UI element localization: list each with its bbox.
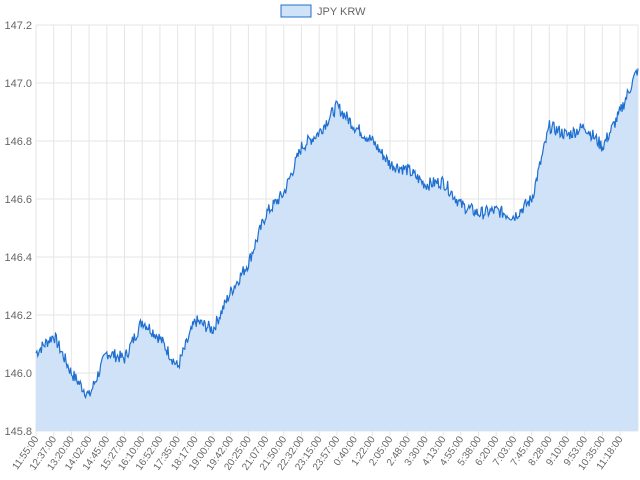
- y-tick-label: 147.2: [4, 20, 32, 32]
- legend[interactable]: JPY KRW: [280, 4, 366, 18]
- y-tick-label: 147.0: [4, 78, 32, 90]
- y-tick-label: 146.8: [4, 136, 32, 148]
- y-tick-label: 146.2: [4, 310, 32, 322]
- y-tick-label: 145.8: [4, 426, 32, 438]
- x-axis-tick-labels: 11:55:0012:37:0013:20:0014:02:0014:45:00…: [11, 434, 626, 473]
- y-axis-tick-labels: 147.2 147.0 146.8 146.6 146.4 146.2 146.0 145.8: [4, 20, 32, 438]
- y-tick-label: 146.6: [4, 194, 32, 206]
- series-line: [35, 68, 639, 400]
- series-area-fill: [36, 68, 638, 431]
- y-tick-label: 146.0: [4, 368, 32, 380]
- legend-label[interactable]: JPY KRW: [317, 6, 366, 18]
- y-tick-label: 146.4: [4, 252, 32, 264]
- legend-swatch[interactable]: [280, 4, 312, 18]
